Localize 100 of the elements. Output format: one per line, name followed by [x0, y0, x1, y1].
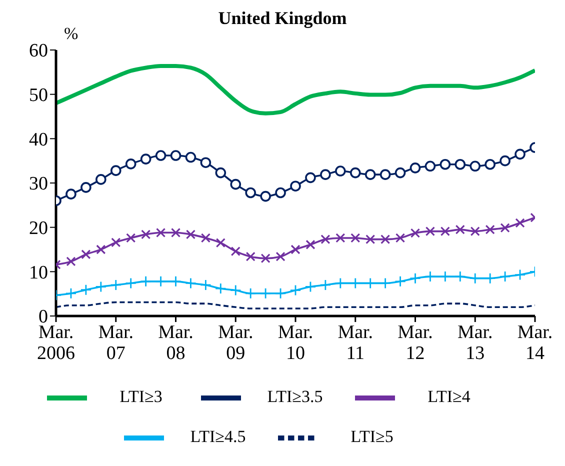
- point: [96, 174, 106, 185]
- point: [244, 288, 256, 300]
- legend-label: LTI≥3.5: [266, 386, 324, 407]
- point: [500, 222, 510, 233]
- legend-label: LTI≥4.5: [189, 426, 247, 447]
- y-tick-label: 10: [29, 262, 48, 284]
- point: [395, 233, 406, 243]
- point: [514, 269, 526, 280]
- point: [155, 150, 166, 161]
- point: [470, 226, 480, 236]
- point: [140, 154, 152, 164]
- point: [125, 277, 137, 289]
- point: [306, 240, 316, 250]
- point: [110, 279, 122, 291]
- point: [141, 230, 151, 240]
- point: [230, 178, 242, 190]
- point: [95, 281, 107, 292]
- point: [214, 282, 226, 294]
- point: [276, 252, 286, 262]
- point: [335, 166, 346, 176]
- y-axis-title: %: [64, 24, 78, 44]
- point: [290, 244, 300, 254]
- line-series: [56, 64, 535, 116]
- point: [185, 152, 196, 163]
- point: [470, 160, 481, 172]
- point: [260, 190, 271, 202]
- y-tick-label: 30: [29, 174, 48, 195]
- point: [424, 270, 436, 282]
- point: [126, 233, 136, 243]
- point: [350, 167, 361, 178]
- point: [514, 148, 526, 160]
- x-tick-label: Mar. 08: [158, 322, 194, 364]
- point: [394, 167, 406, 178]
- y-tick-label: 50: [29, 85, 48, 106]
- point: [81, 250, 91, 260]
- point: [424, 160, 436, 172]
- point: [140, 276, 152, 288]
- point: [66, 188, 76, 200]
- point: [111, 238, 121, 248]
- point: [260, 288, 272, 300]
- x-tick-label: Mar. 2006: [37, 322, 75, 364]
- point: [336, 233, 346, 243]
- point: [440, 226, 450, 236]
- point: [320, 234, 330, 244]
- x-tick-label: Mar. 11: [338, 322, 374, 364]
- point: [185, 277, 196, 289]
- point: [200, 233, 210, 243]
- point: [80, 284, 92, 296]
- point: [110, 165, 122, 176]
- point: [200, 157, 212, 168]
- point: [275, 187, 286, 198]
- y-tick-label: 20: [29, 218, 48, 240]
- point: [440, 158, 451, 170]
- chart-title: United Kingdom: [218, 8, 347, 28]
- point: [96, 244, 106, 254]
- point: [200, 279, 212, 291]
- point: [454, 158, 466, 170]
- point: [170, 276, 182, 288]
- point: [290, 284, 302, 296]
- point: [320, 169, 331, 180]
- point: [65, 288, 77, 300]
- x-tick-label: Mar. 12: [398, 322, 433, 364]
- point: [366, 234, 376, 244]
- point: [155, 276, 166, 288]
- legend-label: LTI≥4: [426, 386, 472, 407]
- point: [156, 228, 166, 238]
- point: [274, 288, 286, 300]
- point: [230, 246, 240, 256]
- point: [125, 158, 136, 170]
- point: [245, 187, 256, 198]
- point: [500, 155, 510, 166]
- point: [485, 224, 495, 234]
- x-tick-label: Mar. 14: [517, 322, 553, 364]
- point: [515, 218, 525, 228]
- x-tick-label: Mar. 13: [457, 322, 493, 364]
- point: [454, 270, 466, 282]
- point: [410, 272, 421, 284]
- point: [186, 230, 196, 240]
- point: [455, 224, 465, 234]
- point: [246, 252, 256, 262]
- point: [364, 169, 376, 180]
- point: [410, 162, 421, 174]
- x-tick-label: Mar. 09: [218, 322, 254, 364]
- point: [394, 276, 406, 288]
- x-tick-label: Mar. 10: [278, 322, 314, 364]
- point: [305, 172, 316, 184]
- point: [290, 180, 301, 192]
- point: [499, 270, 511, 282]
- point: [170, 228, 181, 238]
- point: [410, 228, 420, 238]
- x-tick-label: Mar. 07: [98, 322, 134, 364]
- point: [230, 284, 242, 296]
- point: [380, 169, 391, 180]
- point: [216, 238, 226, 248]
- point: [380, 234, 390, 244]
- point: [80, 182, 92, 193]
- point: [350, 233, 360, 243]
- legend-label: LTI≥3: [118, 386, 164, 407]
- point: [484, 158, 496, 170]
- point: [439, 270, 451, 282]
